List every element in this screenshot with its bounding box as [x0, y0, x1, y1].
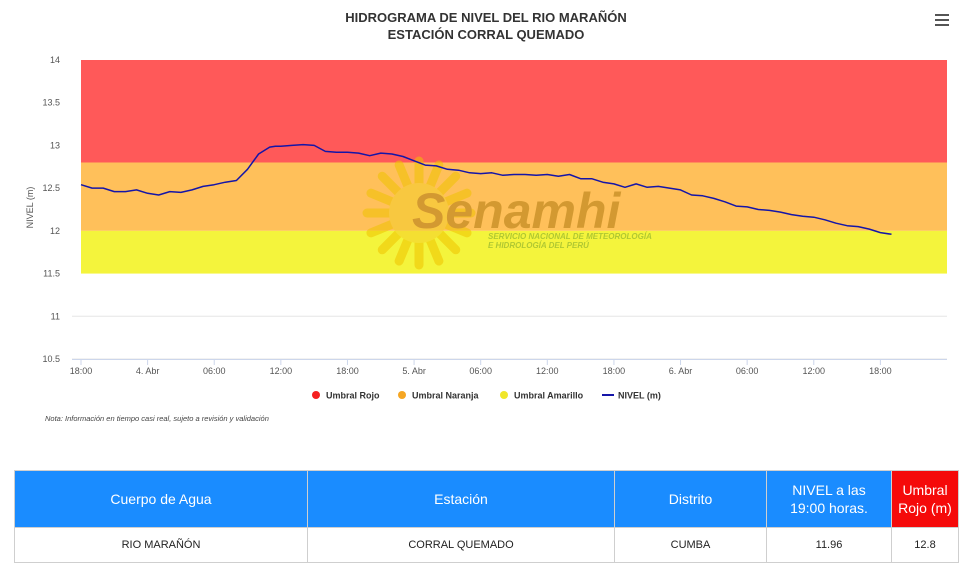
col-header-distrito: Distrito	[614, 470, 767, 528]
sun-ray	[394, 236, 413, 266]
col-header-umbral-rojo: Umbral Rojo (m)	[891, 470, 959, 528]
cell-estacion: CORRAL QUEMADO	[307, 527, 615, 563]
legend-dot-icon	[312, 391, 320, 399]
x-tick-label: 06:00	[736, 366, 759, 376]
hamburger-menu-icon[interactable]	[935, 14, 949, 26]
y-tick-label: 11.5	[43, 269, 60, 279]
table-header-row: Cuerpo de Agua Estación Distrito NIVEL a…	[14, 470, 959, 528]
chart-svg: HIDROGRAMA DE NIVEL DEL RIO MARAÑÓN ESTAC…	[25, 10, 947, 423]
x-tick-label: 12:00	[803, 366, 826, 376]
sun-disc	[389, 183, 449, 243]
watermark-line2: E HIDROLOGÍA DEL PERÚ	[488, 241, 589, 250]
cell-umbral-rojo: 12.8	[891, 527, 959, 563]
y-tick-label: 12.5	[42, 183, 60, 193]
y-tick-label: 13	[50, 140, 60, 150]
sun-ray	[435, 229, 461, 255]
legend-label: Umbral Amarillo	[514, 391, 584, 401]
cell-cuerpo: RIO MARAÑÓN	[14, 527, 308, 563]
sun-ray	[377, 171, 403, 197]
legend-dot-icon	[398, 391, 406, 399]
sun-ray	[425, 236, 444, 266]
band-umbral-rojo	[81, 60, 947, 163]
chart-subtitle: ESTACIÓN CORRAL QUEMADO	[388, 27, 585, 42]
x-tick-label: 18:00	[603, 366, 626, 376]
sun-ray	[394, 160, 413, 190]
y-tick-label: 12	[50, 226, 60, 236]
y-tick-label: 10.5	[42, 354, 60, 364]
sun-ray	[425, 160, 444, 190]
y-tick-label: 13.5	[42, 98, 60, 108]
sun-ray	[435, 171, 461, 197]
legend-dot-icon	[500, 391, 508, 399]
series-line-nivel	[80, 143, 892, 236]
x-tick-label: 18:00	[70, 366, 93, 376]
y-tick-label: 11	[51, 311, 60, 321]
y-axis-title: NIVEL (m)	[25, 187, 35, 229]
y-tick-label: 14	[50, 55, 60, 65]
x-tick-label: 18:00	[869, 366, 892, 376]
x-tick-label: 18:00	[336, 366, 359, 376]
legend-item[interactable]: Umbral Naranja	[398, 391, 480, 401]
sun-ray	[377, 229, 403, 255]
sun-ray	[366, 219, 396, 238]
legend-label: Umbral Naranja	[412, 391, 480, 401]
watermark-line1: SERVICIO NACIONAL DE METEOROLOGÍA	[488, 232, 652, 241]
x-tick-label: 12:00	[270, 366, 293, 376]
chart-legend: Umbral Rojo Umbral Naranja Umbral Amarillo…	[312, 391, 661, 401]
station-table: Cuerpo de Agua Estación Distrito NIVEL a…	[14, 470, 959, 563]
x-tick-label: 12:00	[536, 366, 559, 376]
legend-item[interactable]: Umbral Amarillo	[500, 391, 584, 401]
legend-item[interactable]: Umbral Rojo	[312, 391, 380, 401]
x-tick-label: 06:00	[203, 366, 226, 376]
cell-nivel: 11.96	[766, 527, 892, 563]
watermark-name: Senamhi	[412, 183, 622, 239]
x-tick-label: 4. Abr	[136, 366, 160, 376]
x-tick-label: 06:00	[469, 366, 492, 376]
band-umbral-amarillo	[81, 230, 947, 274]
col-header-nivel: NIVEL a las 19:00 horas.	[766, 470, 892, 528]
x-tick-label: 5. Abr	[402, 366, 426, 376]
sun-ray	[442, 188, 472, 207]
chart-note: Nota: Información en tiempo casi real, s…	[45, 414, 269, 423]
sun-ray	[442, 219, 472, 238]
chart-title: HIDROGRAMA DE NIVEL DEL RIO MARAÑÓN	[345, 10, 626, 25]
hydrograph-chart: HIDROGRAMA DE NIVEL DEL RIO MARAÑÓN ESTAC…	[25, 10, 949, 423]
col-header-estacion: Estación	[307, 470, 615, 528]
legend-label: NIVEL (m)	[618, 391, 661, 401]
col-header-cuerpo: Cuerpo de Agua	[14, 470, 308, 528]
x-tick-label: 6. Abr	[669, 366, 693, 376]
table-row: RIO MARAÑÓN CORRAL QUEMADO CUMBA 11.96 1…	[14, 527, 959, 563]
legend-label: Umbral Rojo	[326, 391, 380, 401]
sun-ray	[366, 188, 396, 207]
cell-distrito: CUMBA	[614, 527, 767, 563]
legend-item[interactable]: NIVEL (m)	[602, 391, 661, 401]
